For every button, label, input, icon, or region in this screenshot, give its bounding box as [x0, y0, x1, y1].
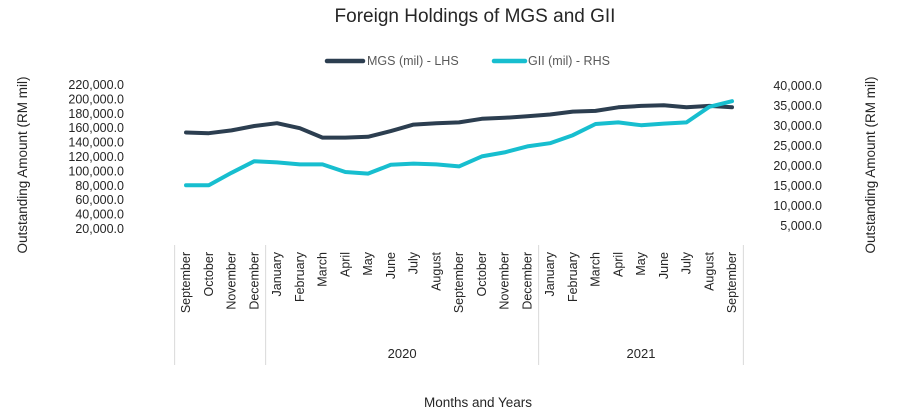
x-tick-label: October	[202, 252, 216, 296]
x-tick-label: January	[270, 251, 284, 296]
x-tick-label: June	[384, 252, 398, 279]
x-tick-label: May	[634, 251, 648, 275]
y-left-tick-label: 200,000.0	[68, 92, 124, 106]
y-right-tick-label: 10,000.0	[773, 199, 822, 213]
x-tick-label: August	[702, 251, 716, 290]
year-labels: 2020 2021	[388, 346, 656, 361]
x-tick-label: January	[543, 251, 557, 296]
x-tick-label: April	[611, 252, 625, 277]
x-tick-label: March	[589, 252, 603, 287]
y-left-tick-label: 100,000.0	[68, 164, 124, 178]
x-axis-title: Months and Years	[424, 395, 532, 410]
y-axis-right: 5,000.0 10,000.0 15,000.0 20,000.0 25,000.0 3…	[773, 79, 822, 233]
x-tick-label: November	[498, 252, 512, 310]
x-tick-label: October	[475, 252, 489, 296]
legend-label-mgs: MGS (mil) - LHS	[367, 54, 459, 68]
y-left-tick-label: 120,000.0	[68, 150, 124, 164]
series-line-gii	[184, 99, 734, 188]
legend-label-gii: GII (mil) - RHS	[528, 54, 610, 68]
x-tick-label: June	[657, 252, 671, 279]
y-right-tick-label: 15,000.0	[773, 179, 822, 193]
y-left-tick-label: 180,000.0	[68, 107, 124, 121]
x-tick-label: December	[520, 252, 534, 310]
y-left-tick-label: 220,000.0	[68, 78, 124, 92]
x-tick-label: May	[361, 251, 375, 275]
year-label: 2020	[388, 346, 417, 361]
x-tick-label: July	[407, 251, 421, 274]
x-tick-label: December	[247, 252, 261, 310]
y-left-tick-label: 140,000.0	[68, 136, 124, 150]
x-tick-label: September	[452, 252, 466, 313]
y-left-tick-label: 40,000.0	[75, 208, 124, 222]
y-right-tick-label: 35,000.0	[773, 99, 822, 113]
y-axis-right-title: Outstanding Amount (RM mil)	[863, 76, 878, 253]
chart-title: Foreign Holdings of MGS and GII	[335, 6, 616, 27]
series-line-mgs	[184, 103, 734, 140]
y-left-tick-label: 20,000.0	[75, 222, 124, 236]
y-left-tick-label: 160,000.0	[68, 121, 124, 135]
x-tick-label: February	[293, 251, 307, 302]
x-tick-label: August	[429, 251, 443, 290]
x-tick-label: March	[316, 252, 330, 287]
x-tick-label: November	[225, 252, 239, 310]
y-right-tick-label: 30,000.0	[773, 119, 822, 133]
y-left-tick-label: 60,000.0	[75, 193, 124, 207]
y-right-tick-label: 5,000.0	[780, 219, 822, 233]
year-label: 2021	[627, 346, 656, 361]
x-tick-label: February	[566, 251, 580, 302]
series-lines	[184, 99, 734, 188]
x-axis: September October November December January F…	[174, 245, 744, 365]
x-tick-label: September	[179, 252, 193, 313]
y-right-tick-label: 20,000.0	[773, 159, 822, 173]
x-tick-label: April	[338, 252, 352, 277]
y-axis-left: 20,000.040,000.060,000.080,000.0100,000.…	[68, 78, 124, 236]
legend: MGS (mil) - LHS GII (mil) - RHS	[324, 54, 610, 68]
y-right-tick-label: 40,000.0	[773, 79, 822, 93]
y-axis-left-title: Outstanding Amount (RM mil)	[15, 76, 30, 253]
x-tick-label: July	[680, 251, 694, 274]
x-tick-label: September	[725, 252, 739, 313]
y-left-tick-label: 80,000.0	[75, 179, 124, 193]
y-right-tick-label: 25,000.0	[773, 139, 822, 153]
